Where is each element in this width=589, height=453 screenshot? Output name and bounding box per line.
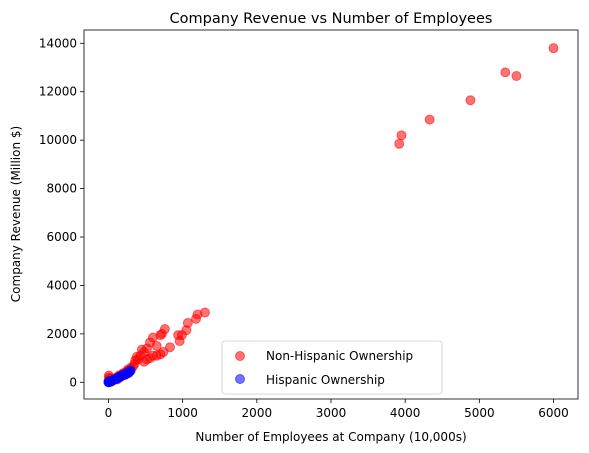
legend-label-non-hispanic: Non-Hispanic Ownership	[266, 349, 413, 363]
x-tick-label: 5000	[464, 406, 495, 420]
data-point-series-0	[175, 337, 184, 346]
y-tick-label: 14000	[39, 36, 77, 50]
x-tick-label: 6000	[538, 406, 569, 420]
y-tick-label: 10000	[39, 133, 77, 147]
x-tick-label: 1000	[167, 406, 198, 420]
data-point-series-0	[466, 96, 475, 105]
x-tick-label: 3000	[316, 406, 347, 420]
x-tick-label: 2000	[242, 406, 273, 420]
y-tick-label: 6000	[46, 230, 77, 244]
data-point-series-0	[397, 131, 406, 140]
points-layer	[104, 44, 558, 387]
y-tick-label: 8000	[46, 182, 77, 196]
y-tick-label: 0	[69, 375, 77, 389]
legend: Non-Hispanic Ownership Hispanic Ownershi…	[222, 341, 442, 394]
data-point-series-0	[148, 351, 157, 360]
data-point-series-1	[123, 369, 132, 378]
y-tick-label: 2000	[46, 327, 77, 341]
legend-marker-hispanic	[236, 375, 245, 384]
data-point-series-0	[512, 72, 521, 81]
data-point-series-0	[192, 314, 201, 323]
legend-label-hispanic: Hispanic Ownership	[266, 373, 385, 387]
y-axis-label: Company Revenue (Million $)	[9, 126, 23, 302]
data-point-series-0	[501, 68, 510, 77]
data-point-series-0	[425, 115, 434, 124]
legend-marker-non-hispanic	[236, 352, 245, 361]
y-tick-label: 4000	[46, 278, 77, 292]
data-point-series-0	[395, 139, 404, 148]
y-axis-ticks: 0 2000 4000 6000 8000 10000 12000 14000	[39, 36, 84, 389]
y-tick-label: 12000	[39, 85, 77, 99]
x-tick-label: 0	[105, 406, 113, 420]
data-point-series-0	[549, 44, 558, 53]
chart-title: Company Revenue vs Number of Employees	[170, 11, 493, 27]
data-point-series-0	[152, 341, 161, 350]
x-axis-label: Number of Employees at Company (10,000s)	[195, 430, 466, 444]
x-axis-ticks: 0 1000 2000 3000 4000 5000 6000	[105, 399, 569, 420]
x-tick-label: 4000	[390, 406, 421, 420]
